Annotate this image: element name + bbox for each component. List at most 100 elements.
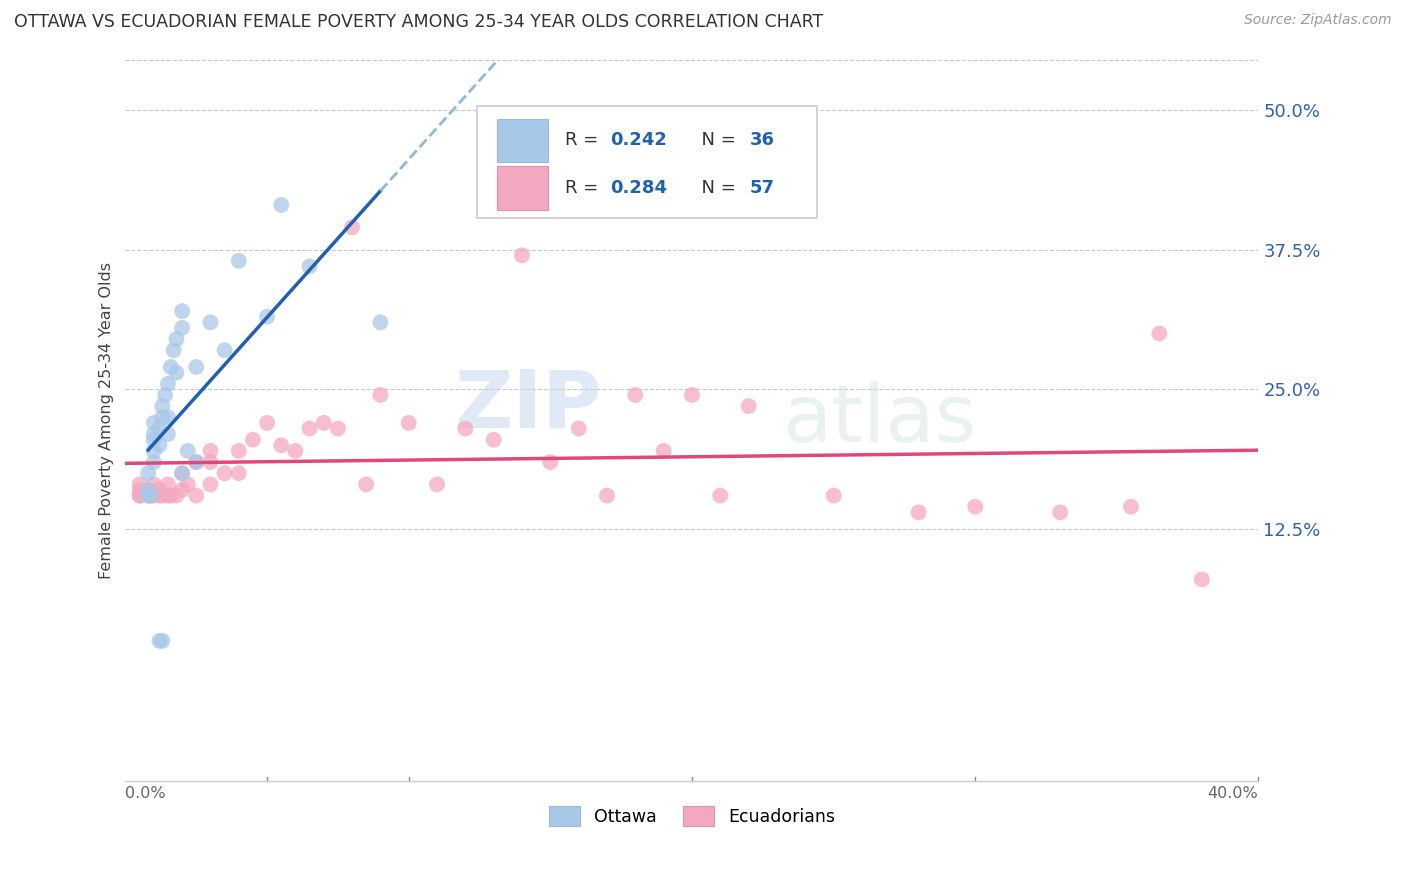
Point (148, 489, 170, 503)
Point (965, 500, 987, 514)
FancyBboxPatch shape (477, 106, 817, 219)
Point (200, 315, 222, 329)
Point (354, 477, 377, 491)
Point (128, 489, 150, 503)
Point (510, 248, 533, 262)
Point (709, 489, 731, 503)
Text: 0.242: 0.242 (610, 131, 668, 149)
Point (148, 421, 170, 435)
FancyBboxPatch shape (498, 119, 548, 162)
Point (166, 332, 188, 346)
Point (150, 489, 173, 503)
Point (1149, 326, 1171, 341)
Point (1191, 573, 1213, 587)
Point (214, 343, 236, 358)
Point (298, 260, 321, 274)
Text: atlas: atlas (783, 381, 977, 459)
Point (186, 359, 208, 374)
Point (156, 410, 179, 425)
Point (326, 421, 349, 435)
Point (162, 343, 184, 358)
Point (159, 359, 181, 374)
Point (142, 416, 165, 430)
Point (186, 455, 208, 469)
Point (139, 489, 162, 503)
Text: ZIP: ZIP (454, 367, 602, 445)
Point (148, 483, 170, 497)
Text: 40.0%: 40.0% (1208, 786, 1258, 801)
Point (186, 489, 208, 503)
Point (142, 477, 165, 491)
Point (177, 443, 200, 458)
Point (172, 467, 194, 481)
Point (153, 388, 176, 402)
Point (1049, 505, 1071, 519)
Point (136, 489, 159, 503)
Point (256, 416, 278, 430)
Point (270, 438, 292, 452)
Point (596, 489, 619, 503)
Point (823, 489, 845, 503)
Point (142, 455, 165, 469)
Text: 0.284: 0.284 (610, 179, 668, 197)
Point (370, 388, 392, 402)
Point (1119, 500, 1142, 514)
Point (482, 433, 505, 447)
Point (172, 467, 194, 481)
Point (166, 366, 188, 380)
Point (200, 477, 222, 491)
Point (298, 421, 321, 435)
Text: R =: R = (565, 179, 605, 197)
Point (907, 505, 929, 519)
Point (228, 467, 250, 481)
Text: N =: N = (690, 131, 741, 149)
Point (136, 483, 159, 497)
Point (270, 198, 292, 212)
Text: R =: R = (565, 131, 605, 149)
Point (172, 304, 194, 318)
Text: Source: ZipAtlas.com: Source: ZipAtlas.com (1244, 13, 1392, 28)
Point (150, 399, 173, 413)
Point (340, 220, 363, 235)
Point (148, 634, 170, 648)
Point (156, 427, 179, 442)
Point (136, 467, 159, 481)
Point (156, 489, 179, 503)
Text: N =: N = (690, 179, 741, 197)
Point (172, 321, 194, 335)
Point (150, 634, 173, 648)
Text: 36: 36 (749, 131, 775, 149)
Point (142, 433, 165, 447)
Y-axis label: Female Poverty Among 25-34 Year Olds: Female Poverty Among 25-34 Year Olds (100, 261, 114, 579)
Point (426, 477, 449, 491)
Point (454, 421, 477, 435)
FancyBboxPatch shape (498, 166, 548, 210)
Point (172, 483, 194, 497)
Point (652, 443, 675, 458)
Point (159, 489, 181, 503)
Point (624, 388, 647, 402)
Text: OTTAWA VS ECUADORIAN FEMALE POVERTY AMONG 25-34 YEAR OLDS CORRELATION CHART: OTTAWA VS ECUADORIAN FEMALE POVERTY AMON… (14, 13, 824, 31)
Point (128, 489, 150, 503)
Point (156, 477, 179, 491)
Point (136, 489, 159, 503)
Point (148, 438, 170, 452)
Point (370, 315, 392, 329)
Point (284, 443, 307, 458)
Point (312, 416, 335, 430)
Point (568, 421, 591, 435)
Legend: Ottawa, Ecuadorians: Ottawa, Ecuadorians (548, 806, 835, 826)
Point (139, 489, 162, 503)
Point (136, 483, 159, 497)
Point (186, 455, 208, 469)
Point (156, 376, 179, 391)
Point (142, 489, 165, 503)
Point (214, 467, 236, 481)
Point (538, 455, 561, 469)
Point (200, 455, 222, 469)
Point (228, 443, 250, 458)
Point (128, 483, 150, 497)
Point (737, 399, 759, 413)
Point (142, 427, 165, 442)
Point (177, 477, 200, 491)
